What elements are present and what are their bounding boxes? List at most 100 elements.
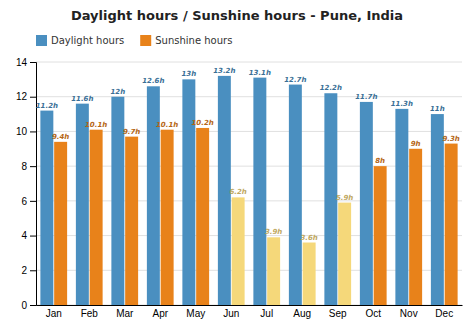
tick-mark xyxy=(30,270,36,271)
tick: Nov xyxy=(400,308,418,319)
tick-mark xyxy=(30,201,36,202)
tick-label: Jan xyxy=(46,308,62,319)
tick-mark xyxy=(30,166,36,167)
tick-label: 8 xyxy=(21,161,27,172)
tick: Oct xyxy=(365,308,381,319)
x-axis: Jan Feb Mar Apr May Jun Jul Aug Sep Oct Nov Dec xyxy=(37,306,463,320)
tick: 2 xyxy=(21,265,36,276)
bar xyxy=(161,130,174,305)
tick-label: Feb xyxy=(81,308,99,319)
tick-label: 10 xyxy=(16,126,28,137)
data-label: 11.3h xyxy=(391,100,413,108)
data-label: 12.2h xyxy=(320,84,342,92)
tick: Jun xyxy=(223,308,239,319)
bar xyxy=(303,243,316,305)
tick: Jul xyxy=(260,308,273,319)
tick: 14 xyxy=(16,57,36,68)
legend-swatch xyxy=(36,35,47,46)
bar xyxy=(395,109,408,305)
tick-label: 6 xyxy=(21,196,27,207)
data-label: 9.3h xyxy=(442,135,459,143)
grid-line xyxy=(36,96,462,97)
data-label: 13.2h xyxy=(213,67,235,75)
tick-label: 2 xyxy=(21,265,27,276)
tick-label: 12 xyxy=(16,91,28,102)
tick-label: Dec xyxy=(435,308,453,319)
data-label: 6.2h xyxy=(229,188,246,196)
data-label: 13.1h xyxy=(249,69,271,77)
legend-item: Sunshine hours xyxy=(140,35,232,46)
tick-mark xyxy=(30,62,36,63)
bar xyxy=(253,78,266,305)
bar xyxy=(374,166,387,305)
tick: Apr xyxy=(152,308,168,319)
data-label: 9.4h xyxy=(52,133,69,141)
data-label: 8h xyxy=(375,157,385,165)
tick-label: Apr xyxy=(152,308,168,319)
bar xyxy=(125,137,138,305)
tick-label: Nov xyxy=(400,308,418,319)
bar xyxy=(76,104,89,305)
data-label: 10.1h xyxy=(85,121,107,129)
tick-label: Jul xyxy=(260,308,273,319)
tick: 4 xyxy=(21,230,36,241)
data-label: 11h xyxy=(430,105,445,113)
data-label: 12.7h xyxy=(284,76,306,84)
tick-mark xyxy=(30,305,36,306)
bar xyxy=(182,79,195,305)
data-label: 11.2h xyxy=(36,102,58,110)
bar xyxy=(54,142,67,305)
legend-label: Sunshine hours xyxy=(155,35,232,46)
bar xyxy=(90,130,103,305)
tick-label: Jun xyxy=(223,308,239,319)
tick: 0 xyxy=(21,300,36,311)
axis-domain xyxy=(37,305,463,306)
grid-line xyxy=(36,62,462,63)
legend: Daylight hours Sunshine hours xyxy=(36,35,232,46)
data-labels: 11.2h 11.6h 12h 12.6h 13h 13.2h 13.1h 12.7h 12.2… xyxy=(36,67,460,242)
tick: May xyxy=(186,308,205,319)
data-label: 3.6h xyxy=(300,234,317,242)
tick-label: 4 xyxy=(21,230,27,241)
data-label: 11.6h xyxy=(71,95,93,103)
legend-label: Daylight hours xyxy=(51,35,124,46)
tick: Aug xyxy=(293,308,311,319)
chart: Daylight hours / Sunshine hours - Pune, … xyxy=(0,0,474,331)
tick: 12 xyxy=(16,91,36,102)
tick-label: Sep xyxy=(329,308,347,319)
data-label: 5.9h xyxy=(336,194,353,202)
tick: 6 xyxy=(21,196,36,207)
grid xyxy=(36,62,462,305)
tick: Mar xyxy=(116,308,134,319)
bar xyxy=(431,114,444,305)
bar xyxy=(147,86,160,305)
tick-label: Aug xyxy=(293,308,311,319)
tick-label: May xyxy=(186,308,205,319)
bar xyxy=(267,237,280,305)
bar xyxy=(338,203,351,305)
data-label: 9h xyxy=(411,140,421,148)
data-label: 10.2h xyxy=(192,119,214,127)
bar xyxy=(232,197,245,305)
y-axis: 0 2 4 6 8 10 12 14 xyxy=(16,57,37,311)
bar-series xyxy=(40,76,443,305)
axis-domain xyxy=(30,63,37,306)
tick-label: Oct xyxy=(365,308,381,319)
bar xyxy=(445,144,458,305)
bar-series xyxy=(54,128,457,305)
data-label: 9.7h xyxy=(123,128,140,136)
bar xyxy=(409,149,422,305)
tick: Feb xyxy=(81,308,99,319)
bars xyxy=(40,76,457,305)
tick: 8 xyxy=(21,161,36,172)
data-label: 11.7h xyxy=(355,93,377,101)
tick-mark xyxy=(30,131,36,132)
tick-mark xyxy=(30,97,36,98)
tick-label: 14 xyxy=(16,57,28,68)
bar xyxy=(360,102,373,305)
data-label: 12h xyxy=(110,88,125,96)
data-label: 3.9h xyxy=(265,228,282,236)
data-label: 12.6h xyxy=(142,77,164,85)
data-label: 13h xyxy=(181,70,196,78)
tick: Dec xyxy=(435,308,453,319)
